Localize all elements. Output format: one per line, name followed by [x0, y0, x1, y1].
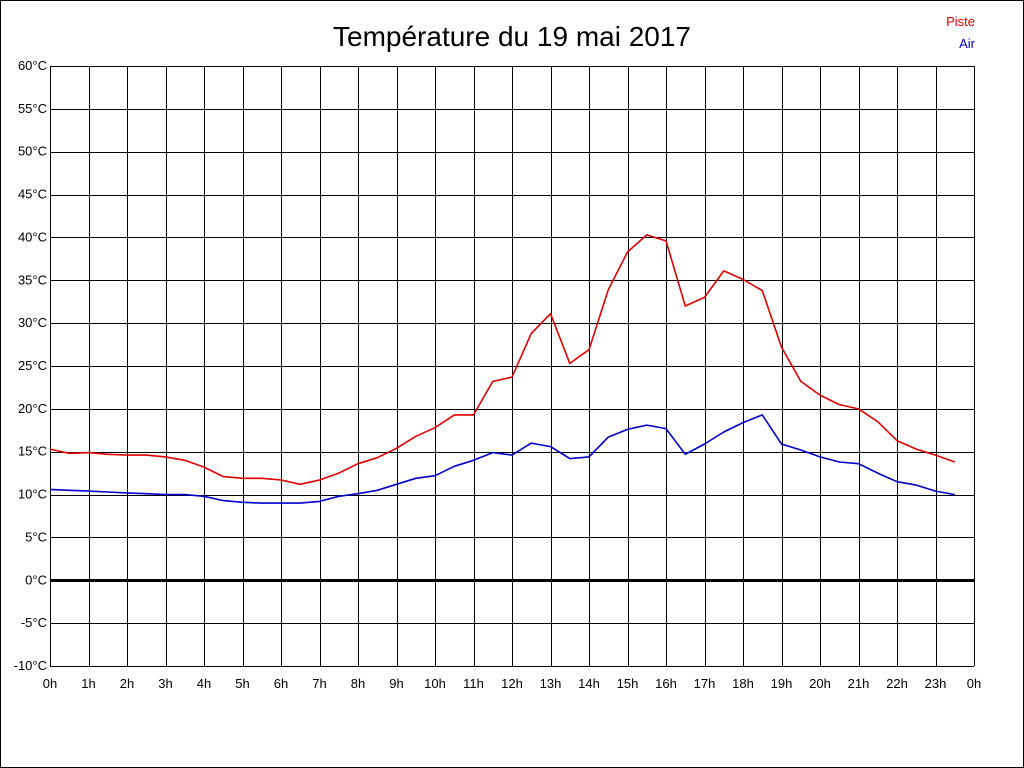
- y-tick-label: -5°C: [21, 615, 47, 630]
- x-tick-label: 18h: [732, 676, 754, 691]
- y-tick-label: 50°C: [18, 144, 47, 159]
- series-line-piste: [49, 234, 956, 486]
- y-tick-label: 60°C: [18, 58, 47, 73]
- y-tick-label: 20°C: [18, 401, 47, 416]
- x-tick-label: 21h: [848, 676, 870, 691]
- x-tick-label: 2h: [120, 676, 134, 691]
- x-tick-label: 23h: [925, 676, 947, 691]
- x-tick-label: 13h: [540, 676, 562, 691]
- x-tick-label: 6h: [274, 676, 288, 691]
- series-line-air: [49, 414, 955, 504]
- x-tick-label: 1h: [81, 676, 95, 691]
- x-tick-label: 3h: [158, 676, 172, 691]
- y-tick-label: 40°C: [18, 229, 47, 244]
- legend: Piste Air: [946, 14, 976, 51]
- grid: [50, 66, 975, 667]
- x-tick-label: 7h: [312, 676, 326, 691]
- x-tick-label: 0h: [43, 676, 57, 691]
- x-tick-label: 20h: [809, 676, 831, 691]
- axes: 0h 1h 2h 3h 4h 5h 6h 7h 8h 9h 10h 11h 12h 13h 14h 15h 16…: [14, 58, 982, 691]
- series-lines: [49, 234, 956, 504]
- x-tick-label: 10h: [424, 676, 446, 691]
- x-tick-label: 22h: [886, 676, 908, 691]
- y-tick-label: 15°C: [18, 444, 47, 459]
- legend-entry-air: Air: [959, 36, 976, 51]
- x-tick-label: 9h: [389, 676, 403, 691]
- y-tick-label: 55°C: [18, 101, 47, 116]
- y-tick-label: 25°C: [18, 358, 47, 373]
- x-tick-label: 17h: [694, 676, 716, 691]
- y-tick-label: 35°C: [18, 272, 47, 287]
- x-tick-label: 14h: [578, 676, 600, 691]
- x-tick-label: 0h: [967, 676, 981, 691]
- x-tick-label: 11h: [463, 676, 484, 691]
- x-tick-label: 16h: [655, 676, 677, 691]
- x-tick-label: 8h: [351, 676, 365, 691]
- y-tick-label: -10°C: [14, 658, 47, 673]
- y-tick-label: 30°C: [18, 315, 47, 330]
- y-tick-label: 5°C: [25, 529, 47, 544]
- y-tick-label: 10°C: [18, 487, 47, 502]
- x-tick-label: 4h: [197, 676, 211, 691]
- chart-title: Température du 19 mai 2017: [333, 21, 691, 52]
- x-tick-label: 5h: [235, 676, 249, 691]
- x-tick-label: 19h: [771, 676, 793, 691]
- y-tick-label: 45°C: [18, 187, 47, 202]
- x-tick-label: 15h: [617, 676, 639, 691]
- x-tick-label: 12h: [501, 676, 523, 691]
- y-tick-label: 0°C: [25, 572, 47, 587]
- legend-entry-piste: Piste: [946, 14, 975, 29]
